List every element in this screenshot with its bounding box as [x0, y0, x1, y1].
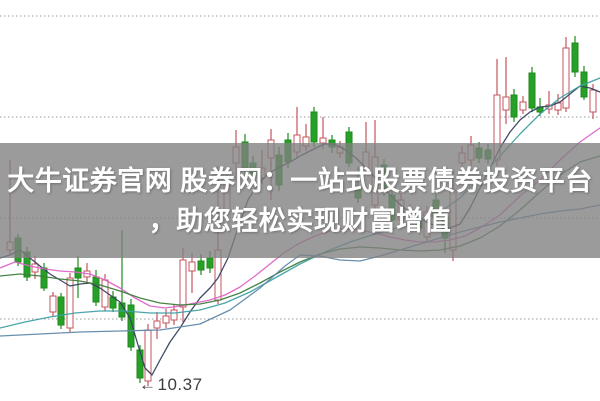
left-arrow-icon: ← — [139, 375, 157, 394]
price-annotation: ← 10.37 — [139, 375, 203, 395]
watermark-text-line1: 大牛证券官网 股券网：一站式股票债券投资平台 — [7, 165, 593, 196]
watermark-overlay: 大牛证券官网 股券网：一站式股票债券投资平台 ，助您轻松实现财富增值 — [0, 143, 600, 258]
price-annotation-label: 10.37 — [157, 375, 203, 394]
watermark-text-line2: ，助您轻松实现财富增值 — [148, 205, 452, 236]
